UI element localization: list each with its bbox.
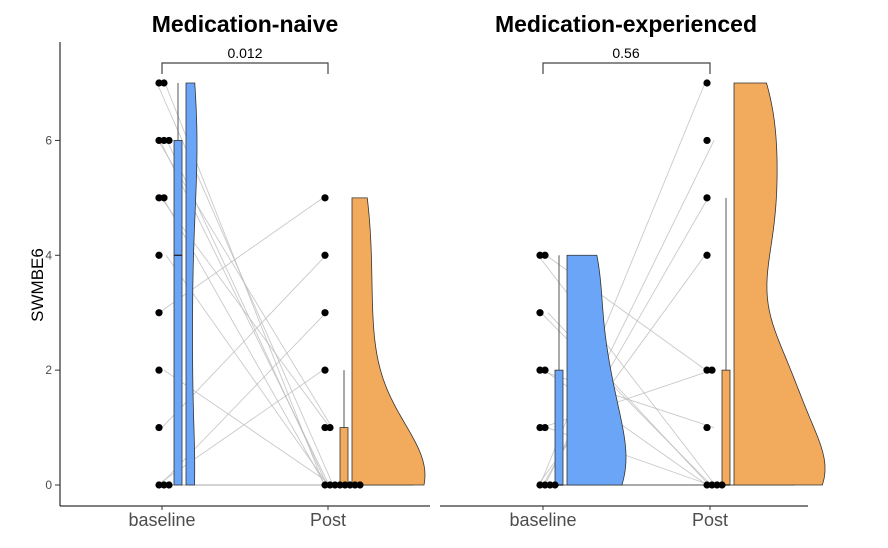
data-point-post	[708, 481, 716, 489]
data-point-baseline	[165, 481, 173, 489]
p-value-left: 0.012	[227, 45, 262, 61]
density-post	[351, 197, 426, 486]
data-point-post	[708, 366, 716, 374]
data-point-baseline	[536, 423, 544, 432]
data-point-baseline	[541, 251, 549, 259]
paired-line	[159, 140, 330, 486]
y-axis-label: SWMBE6	[28, 248, 47, 322]
data-point-baseline	[155, 309, 163, 317]
data-point-post	[703, 423, 711, 432]
density-baseline	[185, 82, 198, 486]
paired-line	[537, 255, 706, 486]
x-tick-post-right: Post	[692, 510, 728, 530]
data-point-baseline	[541, 423, 549, 432]
data-point-post	[703, 481, 711, 489]
data-point-post	[331, 481, 339, 489]
data-point-post	[703, 79, 711, 87]
paired-line	[159, 312, 327, 486]
data-point-post	[321, 309, 329, 317]
data-point-baseline	[536, 251, 544, 259]
data-point-baseline	[160, 194, 168, 202]
box-post	[339, 427, 349, 486]
data-point-baseline	[160, 481, 168, 489]
data-point-baseline	[546, 481, 554, 489]
box-baseline	[554, 369, 564, 486]
data-point-post	[321, 481, 329, 489]
data-point-post	[703, 194, 711, 202]
data-point-baseline	[155, 366, 163, 374]
data-point-baseline	[155, 423, 163, 432]
significance-bracket	[542, 62, 711, 74]
data-point-post	[326, 481, 334, 489]
x-tick-baseline-left: baseline	[128, 510, 195, 530]
data-point-post	[321, 194, 329, 202]
data-point-baseline	[541, 481, 549, 489]
data-point-post	[703, 251, 711, 259]
data-point-baseline	[541, 366, 549, 374]
data-point-post	[356, 481, 364, 489]
data-point-post	[703, 136, 711, 145]
data-point-post	[341, 481, 349, 489]
data-point-baseline	[536, 366, 544, 374]
data-point-post	[326, 423, 334, 432]
data-point-baseline	[160, 136, 168, 145]
significance-bracket	[161, 62, 329, 74]
y-tick-label: 2	[45, 363, 52, 377]
data-point-post	[718, 481, 726, 489]
data-point-baseline	[536, 481, 544, 489]
data-point-post	[321, 366, 329, 374]
density-baseline	[566, 254, 627, 486]
data-point-post	[321, 423, 329, 432]
panel-title-left: Medication-naive	[152, 11, 339, 37]
data-point-baseline	[155, 136, 163, 145]
data-point-baseline	[155, 194, 163, 202]
paired-line	[157, 140, 333, 428]
x-tick-post-left: Post	[310, 510, 346, 530]
y-tick-label: 4	[45, 248, 52, 262]
data-point-baseline	[155, 79, 163, 87]
box-baseline	[173, 140, 183, 486]
data-point-post	[703, 366, 711, 374]
paired-line	[537, 255, 716, 486]
panel-title-right: Medication-experienced	[495, 11, 757, 37]
density-post	[733, 82, 826, 486]
y-tick-label: 6	[45, 133, 52, 147]
box-post	[721, 369, 731, 486]
data-point-post	[336, 481, 344, 489]
data-point-post	[346, 481, 354, 489]
paired-line	[156, 369, 324, 486]
data-point-post	[351, 481, 359, 489]
data-point-post	[713, 481, 721, 489]
data-point-baseline	[536, 309, 544, 317]
data-point-baseline	[155, 481, 163, 489]
data-point-baseline	[155, 251, 163, 259]
data-point-baseline	[551, 481, 559, 489]
y-tick-label: 0	[45, 478, 52, 492]
paired-line	[158, 197, 324, 314]
data-point-post	[321, 251, 329, 259]
x-tick-baseline-right: baseline	[509, 510, 576, 530]
data-point-baseline	[160, 79, 168, 87]
data-point-baseline	[165, 136, 173, 145]
p-value-right: 0.56	[612, 45, 639, 61]
